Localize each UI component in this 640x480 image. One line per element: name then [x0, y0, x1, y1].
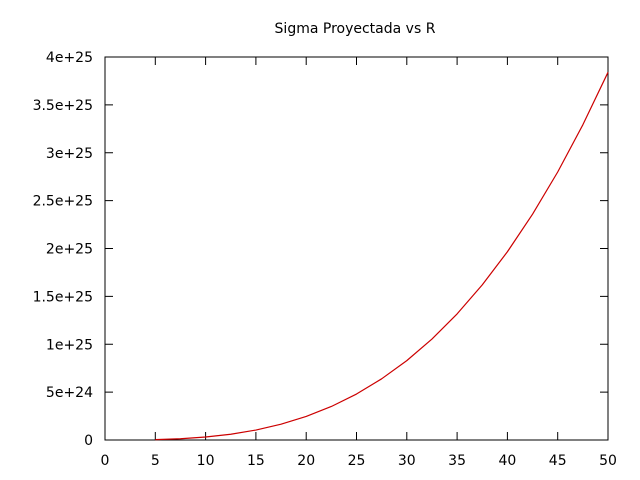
x-tick-label: 50 [599, 453, 617, 469]
x-tick-label: 45 [549, 453, 567, 469]
y-axis: 0 5e+24 1e+25 1.5e+25 2e+25 2.5e+25 3e+25 3.5e+… [33, 50, 608, 449]
x-tick-label: 25 [348, 453, 366, 469]
chart-title: Sigma Proyectada vs R [275, 21, 436, 37]
y-tick-label: 4e+25 [46, 50, 93, 66]
y-tick-label: 2.5e+25 [33, 194, 93, 210]
plot-frame [104, 56, 609, 441]
x-tick-label: 0 [101, 453, 110, 469]
x-tick-label: 40 [498, 453, 516, 469]
y-tick-label: 5e+24 [46, 385, 93, 401]
x-axis: 0 5 10 15 20 25 30 35 40 45 50 [101, 57, 617, 469]
y-tick-label: 3.5e+25 [33, 98, 93, 114]
y-tick-label: 1e+25 [46, 337, 93, 353]
x-tick-label: 15 [247, 453, 265, 469]
y-tick-label: 1.5e+25 [33, 289, 93, 305]
x-tick-label: 30 [398, 453, 416, 469]
y-tick-label: 0 [84, 433, 93, 449]
series-line [155, 72, 609, 441]
x-tick-label: 35 [448, 453, 466, 469]
y-tick-label: 3e+25 [46, 146, 93, 162]
y-tick-label: 2e+25 [46, 242, 93, 258]
x-tick-label: 20 [297, 453, 315, 469]
series-layer [155, 72, 609, 441]
x-tick-label: 10 [197, 453, 215, 469]
x-tick-label: 5 [151, 453, 160, 469]
